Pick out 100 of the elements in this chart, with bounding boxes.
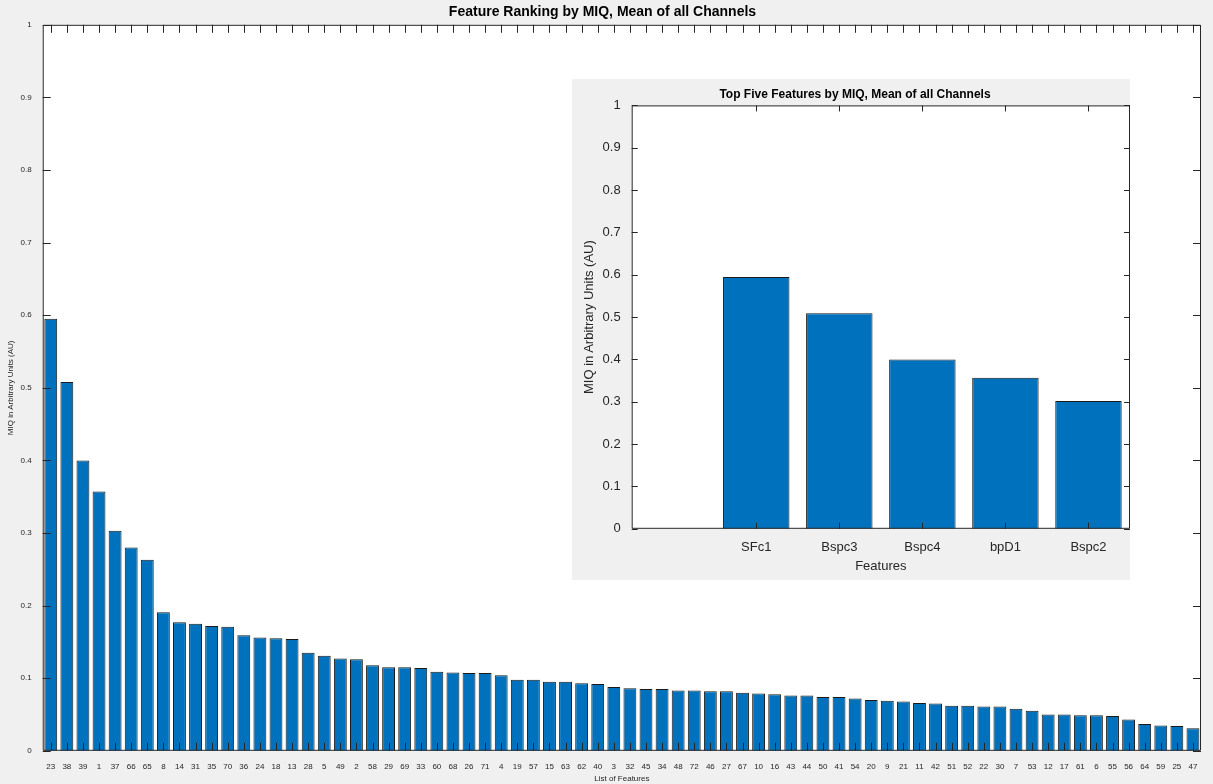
- y-tick-label: 0.6: [20, 310, 33, 320]
- x-tick-label: 72: [689, 761, 700, 771]
- x-tick-label: 10: [754, 761, 764, 771]
- x-tick-label: Bspc4: [904, 539, 941, 555]
- x-tick-label: 55: [1108, 761, 1118, 771]
- x-tick-label: 62: [577, 761, 587, 771]
- x-tick-label: 25: [1172, 761, 1182, 771]
- x-tick-label: 22: [979, 761, 989, 771]
- y-tick-label: 1: [613, 96, 621, 112]
- y-tick-label: 0.6: [602, 266, 621, 282]
- x-tick-label: 56: [1124, 761, 1134, 771]
- x-tick-label: 16: [770, 761, 780, 771]
- x-tick-label: 15: [545, 761, 555, 771]
- x-tick-label: 65: [142, 761, 153, 771]
- x-tick-label: 31: [191, 761, 201, 771]
- x-tick-label: 34: [657, 761, 668, 771]
- x-tick-label: 41: [834, 761, 845, 771]
- x-tick-label: 53: [1027, 761, 1038, 771]
- x-tick-label: 68: [448, 761, 458, 771]
- x-tick-label: 30: [995, 761, 1005, 771]
- y-tick-label: 0.5: [20, 383, 33, 392]
- x-tick-label: 61: [1075, 761, 1086, 771]
- x-tick-label: 59: [1156, 761, 1166, 771]
- x-tick-label: bpD1: [989, 539, 1021, 555]
- x-tick-label: 24: [255, 761, 265, 771]
- y-axis-title: MIQ in Arbitrary Units (AU): [581, 240, 597, 395]
- y-tick-label: 0.4: [602, 351, 621, 367]
- x-tick-label: 67: [738, 761, 748, 771]
- x-tick-label: 46: [705, 761, 716, 771]
- x-tick-label: 71: [480, 761, 491, 771]
- x-tick-label: 49: [335, 761, 346, 771]
- x-tick-label: 6: [1094, 761, 1100, 771]
- x-tick-label: 26: [464, 761, 475, 771]
- x-tick-label: 66: [126, 761, 137, 771]
- x-tick-label: 64: [1140, 761, 1150, 771]
- y-tick-label: 0.1: [20, 673, 33, 683]
- x-tick-label: 42: [931, 761, 941, 771]
- x-tick-label: 38: [62, 761, 72, 771]
- x-tick-label: Bspc2: [1070, 539, 1107, 555]
- y-tick-label: 0.9: [20, 92, 33, 102]
- y-tick-label: 0.2: [602, 435, 621, 451]
- x-tick-label: 2: [354, 761, 360, 771]
- y-tick-label: 1: [27, 20, 33, 29]
- y-tick-label: 0: [613, 520, 621, 536]
- x-tick-label: 48: [673, 761, 684, 771]
- x-tick-label: 39: [78, 761, 88, 771]
- x-tick-label: 36: [239, 761, 249, 771]
- x-tick-label: 19: [512, 761, 523, 771]
- y-tick-label: 0.8: [602, 181, 621, 197]
- y-tick-label: 0.9: [602, 139, 621, 155]
- x-tick-label: 21: [898, 761, 909, 771]
- x-tick-label: 47: [1188, 761, 1198, 771]
- x-tick-label: 45: [641, 761, 651, 771]
- y-axis-title: MIQ in Arbitrary Units (AU): [6, 340, 15, 436]
- x-tick-label: 63: [561, 761, 571, 771]
- y-tick-label: 0.7: [20, 237, 33, 247]
- x-tick-label: 43: [786, 761, 796, 771]
- x-tick-label: 4: [498, 761, 504, 771]
- x-tick-label: 14: [175, 761, 185, 771]
- x-tick-label: 11: [915, 761, 925, 771]
- x-tick-label: 33: [416, 761, 426, 771]
- y-tick-label: 0.1: [602, 478, 621, 494]
- x-tick-label: 58: [368, 761, 378, 771]
- x-tick-label: 17: [1059, 761, 1070, 771]
- x-tick-label: 32: [625, 761, 635, 771]
- y-tick-label: 0.3: [602, 393, 621, 409]
- x-tick-label: 27: [721, 761, 732, 771]
- y-tick-label: 0.3: [20, 528, 33, 538]
- x-tick-label: 13: [287, 761, 298, 771]
- x-tick-label: 28: [303, 761, 314, 771]
- x-axis-title: Features: [855, 557, 907, 573]
- x-tick-label: 60: [432, 761, 442, 771]
- x-tick-label: 20: [866, 761, 877, 771]
- x-tick-label: 5: [322, 761, 328, 771]
- x-tick-label: 29: [384, 761, 394, 771]
- x-tick-label: 3: [611, 761, 617, 771]
- y-tick-label: 0.2: [20, 600, 33, 610]
- x-tick-label: 44: [802, 761, 812, 771]
- y-tick-label: 0.5: [602, 308, 621, 324]
- chart-title: Top Five Features by MIQ, Mean of all Channels: [719, 86, 991, 101]
- x-tick-label: 8: [161, 761, 167, 771]
- x-tick-label: 23: [46, 761, 56, 771]
- x-tick-label: 51: [947, 761, 957, 771]
- x-tick-label: 57: [528, 761, 539, 771]
- y-tick-label: 0.7: [602, 224, 621, 239]
- x-tick-label: 37: [110, 761, 121, 771]
- x-tick-label: 70: [223, 761, 233, 771]
- x-tick-label: 9: [885, 761, 891, 771]
- x-tick-label: 50: [818, 761, 828, 771]
- y-tick-label: 0: [27, 746, 33, 755]
- chart-title: Feature Ranking by MIQ, Mean of all Channels: [448, 3, 757, 20]
- x-tick-label: 7: [1013, 761, 1019, 771]
- x-tick-label: Bspc3: [821, 539, 858, 555]
- x-tick-label: SFc1: [741, 539, 772, 555]
- x-tick-label: 40: [593, 761, 603, 771]
- x-tick-label: 12: [1043, 761, 1054, 771]
- x-axis-title: List of Features: [594, 774, 650, 784]
- x-tick-label: 35: [207, 761, 217, 771]
- x-tick-label: 1: [96, 761, 102, 771]
- y-tick-label: 0.8: [20, 165, 33, 175]
